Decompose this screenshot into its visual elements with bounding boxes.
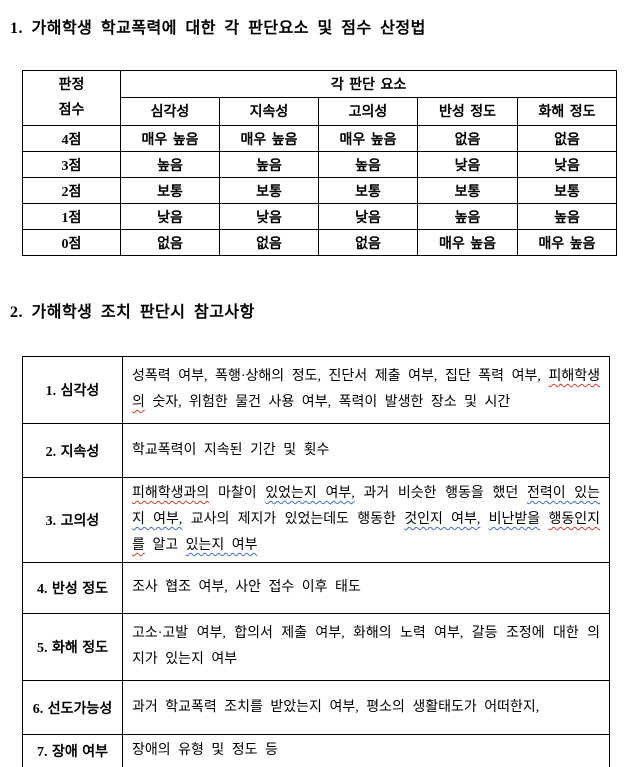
spellcheck-red-underline: 피해학생의 [132,369,600,410]
criterion-description: 조사 협조 여부, 사안 접수 이후 태도 [122,562,610,614]
description-text: 장애의 유형 및 정도 등 [132,743,278,758]
reference-table-body: 1. 심각성 성폭력 여부, 폭행·상해의 정도, 진단서 제출 여부, 집단 폭… [22,356,610,767]
description-text: 조사 협조 여부, 사안 접수 이후 태도 [132,580,361,595]
criterion-description: 과거 학교폭력 조치를 받았는지 여부, 평소의 생활태도가 어떠한지, [122,680,610,735]
factor-value: 높음 [219,151,319,178]
description-text: 학교폭력이 지속된 기간 및 횟수 [132,442,330,458]
description-text: 과거 비슷한 행동을 했던 [354,486,527,501]
description-text [540,512,548,527]
score-table-row: 2점 보통 보통 보통 보통 보통 [22,177,618,204]
reference-table: 1. 심각성 성폭력 여부, 폭행·상해의 정도, 진단서 제출 여부, 집단 폭… [22,356,610,767]
factor-value: 높음 [516,203,618,230]
score-table-row: 4점 매우 높음 매우 높음 매우 높음 없음 없음 [22,125,618,152]
factor-value: 높음 [318,151,418,178]
score-table: 판정 점수 각 판단 요소 심각성 지속성 고의성 반성 정도 화해 정도 4점 매우 높… [22,70,618,256]
score-header-line2: 점수 [58,103,85,118]
spellcheck-blue-underline: 있는지 여부 [185,538,258,553]
factor-value: 높음 [120,151,220,178]
factor-value: 보통 [219,177,319,204]
description-text: 마찰이 [209,486,266,501]
criterion-description: 피해학생과의 마찰이 있었는지 여부, 과거 비슷한 행동을 했던 전력이 있는… [122,477,610,563]
score-header-cell: 판정 점수 [22,70,121,126]
spellcheck-blue-underline: 것인지 여부, [404,512,481,527]
description-text: 숫자, 위험한 물건 사용 여부, 폭력이 발생한 장소 및 시간 [144,395,511,410]
factor-value: 없음 [219,229,319,256]
criterion-label: 4. 반성 정도 [22,562,123,614]
criterion-label: 6. 선도가능성 [22,680,123,735]
criterion-description: 장애의 유형 및 정도 등 [122,734,610,767]
factor-column-header: 심각성 [120,96,220,127]
score-value: 0점 [22,229,121,256]
description-text: 과거 학교폭력 조치를 받았는지 여부, 평소의 생활태도가 어떠한지, [132,699,540,715]
factor-value: 낮음 [318,203,418,230]
reference-table-row: 6. 선도가능성 과거 학교폭력 조치를 받았는지 여부, 평소의 생활태도가 어… [22,680,610,735]
factor-value: 낮음 [417,151,518,178]
criterion-label: 3. 고의성 [22,477,123,563]
score-table-row: 1점 낮음 낮음 낮음 높음 높음 [22,203,618,230]
spellcheck-blue-underline: 전력이 있는지 여부, [132,486,601,527]
section2-title: 2. 가해학생 조치 판단시 참고사항 [10,304,255,321]
factor-value: 보통 [318,177,418,204]
factors-group-header: 각 판단 요소 [119,70,618,98]
score-table-body: 4점 매우 높음 매우 높음 매우 높음 없음 없음 3점 높음 높음 높음 낮음 낮음 2점 보통 보통 보… [22,125,618,256]
criterion-label: 5. 화해 정도 [22,613,123,681]
factor-value: 없음 [120,229,220,256]
spellcheck-blue-underline: 있었는지 여부, [265,486,355,501]
section1-title: 1. 가해학생 학교폭력에 대한 각 판단요소 및 점수 산정법 [10,20,426,37]
factor-header-row: 심각성 지속성 고의성 반성 정도 화해 정도 [23,96,618,127]
factor-value: 낮음 [120,203,220,230]
reference-table-row: 3. 고의성 피해학생과의 마찰이 있었는지 여부, 과거 비슷한 행동을 했던 … [22,477,610,563]
factor-value: 보통 [120,177,220,204]
score-table-header-row: 판정 점수 각 판단 요소 [22,70,618,126]
factor-value: 높음 [417,203,518,230]
score-value: 1점 [22,203,121,230]
factor-value: 낮음 [516,151,618,178]
factor-value: 매우 높음 [120,125,220,152]
score-value: 3점 [22,151,121,178]
factor-value: 보통 [516,177,618,204]
criterion-label: 2. 지속성 [22,423,123,478]
score-value: 2점 [22,177,121,204]
criterion-description: 성폭력 여부, 폭행·상해의 정도, 진단서 제출 여부, 집단 폭력 여부, … [122,356,610,424]
reference-table-row: 1. 심각성 성폭력 여부, 폭행·상해의 정도, 진단서 제출 여부, 집단 폭… [22,356,610,424]
score-table-row: 3점 높음 높음 높음 낮음 낮음 [22,151,618,178]
spellcheck-red-underline: 피해학생과의 [132,486,210,501]
factor-value: 낮음 [219,203,319,230]
factor-value: 없음 [417,125,518,152]
factor-value: 매우 높음 [318,125,418,152]
factor-value: 보통 [417,177,518,204]
description-text: 성폭력 여부, 폭행·상해의 정도, 진단서 제출 여부, 집단 폭력 여부, [132,369,549,384]
score-value: 4점 [22,125,121,152]
criterion-description: 고소·고발 여부, 합의서 제출 여부, 화해의 노력 여부, 갈등 조정에 대… [122,613,610,681]
factor-column-header: 지속성 [219,96,319,127]
criterion-label: 1. 심각성 [22,356,123,424]
factor-value: 매우 높음 [417,229,518,256]
factor-column-header: 화해 정도 [516,96,618,127]
factor-value: 매우 높음 [219,125,319,152]
factor-value: 없음 [318,229,418,256]
factor-value: 매우 높음 [516,229,618,256]
reference-table-row: 5. 화해 정도 고소·고발 여부, 합의서 제출 여부, 화해의 노력 여부, … [22,613,610,681]
spellcheck-blue-underline: 비난받을 [488,512,541,527]
reference-table-row: 7. 장애 여부 장애의 유형 및 정도 등 [22,734,610,767]
description-text: 교사의 제지가 있었는데도 행동한 [182,512,405,527]
spellcheck-red-underline: 행동인지를 [132,512,601,553]
score-header-line1: 판정 [58,78,85,93]
criterion-description: 학교폭력이 지속된 기간 및 횟수 [122,423,610,478]
reference-table-row: 2. 지속성 학교폭력이 지속된 기간 및 횟수 [22,423,610,478]
reference-table-row: 4. 반성 정도 조사 협조 여부, 사안 접수 이후 태도 [22,562,610,614]
description-text: 고소·고발 여부, 합의서 제출 여부, 화해의 노력 여부, 갈등 조정에 대… [132,626,600,667]
factor-column-header: 반성 정도 [417,96,518,127]
description-text: 알고 [144,538,186,553]
description-text [480,512,488,527]
factor-value: 없음 [516,125,618,152]
criterion-label: 7. 장애 여부 [22,734,123,767]
score-table-row: 0점 없음 없음 없음 매우 높음 매우 높음 [22,229,618,256]
factor-column-header: 고의성 [318,96,418,127]
